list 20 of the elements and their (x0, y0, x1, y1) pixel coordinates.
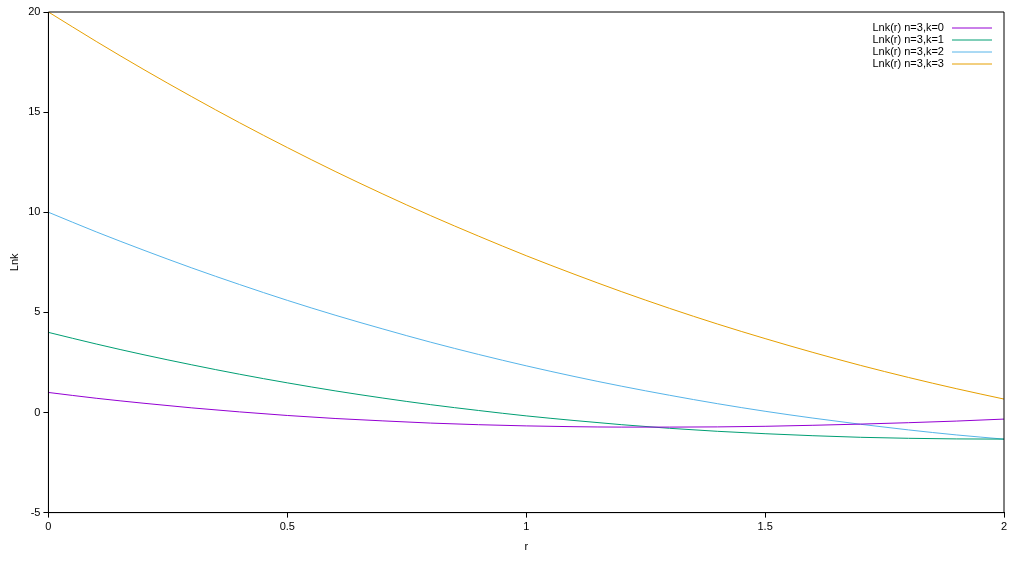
x-tick-label: 1 (523, 520, 530, 533)
x-tick-label: 0.5 (279, 520, 295, 533)
y-axis-title: Lnk (7, 252, 20, 272)
legend-label: Lnk(r) n=3,k=0 (872, 21, 944, 34)
x-tick-label: 2 (1000, 520, 1008, 533)
legend-label: Lnk(r) n=3,k=1 (872, 33, 944, 46)
line-series (48, 331, 1004, 440)
y-tick-label: 10 (28, 205, 41, 218)
line-series (48, 391, 1004, 428)
x-tick-label: 0 (45, 520, 52, 533)
legend-label: Lnk(r) n=3,k=3 (872, 57, 944, 70)
y-tick-label: -5 (30, 505, 41, 518)
line-series (48, 12, 1004, 400)
legend-label: Lnk(r) n=3,k=2 (872, 45, 944, 58)
y-tick-label: 0 (34, 405, 41, 418)
x-tick-label: 1.5 (757, 520, 773, 533)
y-tick-label: 5 (34, 305, 41, 318)
x-axis-title: r (524, 540, 529, 553)
y-tick-label: 20 (28, 5, 41, 18)
y-tick-label: 15 (28, 105, 41, 118)
